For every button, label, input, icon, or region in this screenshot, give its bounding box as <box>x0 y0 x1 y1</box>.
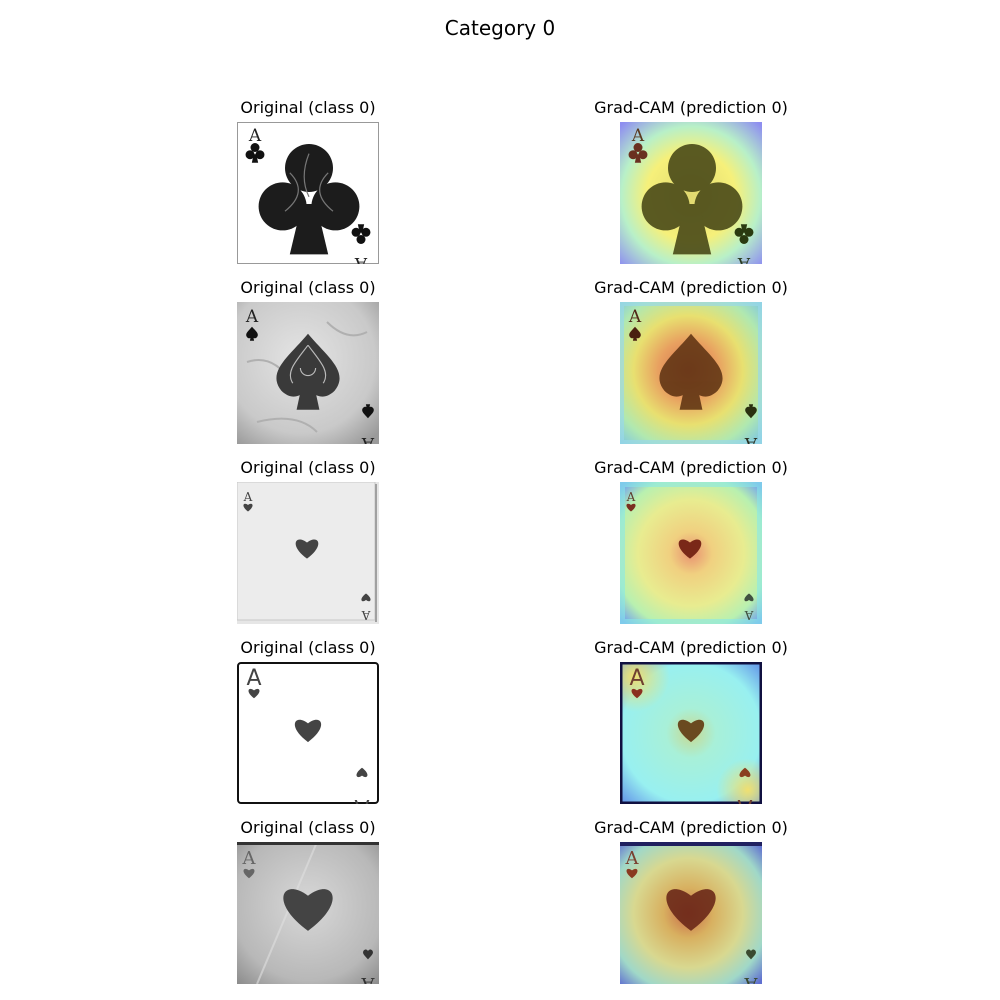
gradcam-image-ace-of-hearts: A A <box>620 842 762 984</box>
original-image-ace-of-hearts: A A <box>237 842 379 984</box>
svg-text:A: A <box>248 126 262 146</box>
svg-text:A: A <box>361 433 375 444</box>
gradcam-image-ace-of-hearts: A A <box>620 482 762 624</box>
original-image-ace-of-hearts: A A <box>237 482 379 624</box>
original-title: Original (class 0) <box>240 98 376 117</box>
svg-text:A: A <box>744 973 759 984</box>
svg-text:A: A <box>354 794 369 804</box>
gradcam-image-ace-of-spades: A A <box>620 302 762 444</box>
original-title: Original (class 0) <box>240 818 376 837</box>
svg-text:A: A <box>626 490 636 504</box>
svg-text:A: A <box>246 666 261 691</box>
svg-text:A: A <box>629 666 644 691</box>
svg-text:A: A <box>631 126 645 146</box>
svg-text:A: A <box>354 253 368 264</box>
gradcam-title: Grad-CAM (prediction 0) <box>594 458 788 477</box>
svg-text:A: A <box>243 490 253 504</box>
gradcam-title: Grad-CAM (prediction 0) <box>594 638 788 657</box>
figure-title: Category 0 <box>444 16 556 40</box>
svg-text:A: A <box>744 608 754 622</box>
original-title: Original (class 0) <box>240 638 376 657</box>
original-image-ace-of-clubs: A A <box>237 122 379 264</box>
gradcam-image-ace-of-clubs: A A <box>620 122 762 264</box>
svg-text:A: A <box>242 848 257 869</box>
original-image-ace-of-hearts: A A <box>237 662 379 804</box>
svg-text:A: A <box>361 973 376 984</box>
svg-text:A: A <box>625 848 640 869</box>
original-title: Original (class 0) <box>240 278 376 297</box>
gradcam-title: Grad-CAM (prediction 0) <box>594 98 788 117</box>
svg-text:A: A <box>737 253 751 264</box>
svg-text:A: A <box>737 794 752 804</box>
svg-text:A: A <box>744 433 758 444</box>
svg-text:A: A <box>361 608 371 622</box>
svg-text:A: A <box>628 307 642 327</box>
original-image-ace-of-spades: A A <box>237 302 379 444</box>
gradcam-image-ace-of-hearts: A A <box>620 662 762 804</box>
svg-text:A: A <box>245 307 259 327</box>
original-title: Original (class 0) <box>240 458 376 477</box>
gradcam-title: Grad-CAM (prediction 0) <box>594 818 788 837</box>
gradcam-title: Grad-CAM (prediction 0) <box>594 278 788 297</box>
